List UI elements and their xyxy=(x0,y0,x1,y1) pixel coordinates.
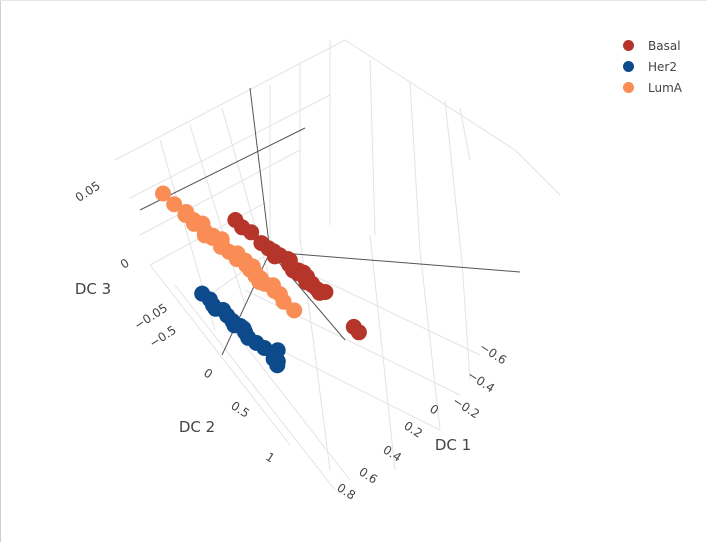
axis-title-x: DC 1 xyxy=(435,436,471,454)
data-point-luma[interactable] xyxy=(155,185,171,202)
legend-marker xyxy=(623,61,634,72)
legend-label: Basal xyxy=(648,38,681,53)
grid-line xyxy=(514,149,561,196)
data-point-luma[interactable] xyxy=(286,302,303,319)
tick-label-x: −0.4 xyxy=(465,368,497,396)
legend-item-her2[interactable]: Her2 xyxy=(623,56,682,77)
data-point-luma[interactable] xyxy=(229,245,246,262)
legend-label: LumA xyxy=(648,80,682,95)
data-point-basal[interactable] xyxy=(317,284,334,300)
tick-label-x: 0 xyxy=(427,402,441,418)
legend-label: Her2 xyxy=(648,59,677,74)
data-point-luma[interactable] xyxy=(251,274,268,290)
grid-line xyxy=(114,39,346,161)
top-border xyxy=(0,0,707,1)
grid-line xyxy=(189,124,246,306)
data-point-basal[interactable] xyxy=(299,268,315,285)
data-point-basal[interactable] xyxy=(243,224,260,241)
legend-item-basal[interactable]: Basal xyxy=(623,35,682,56)
grid-line xyxy=(369,59,376,236)
grid-line xyxy=(461,261,471,381)
data-point-luma[interactable] xyxy=(166,196,183,213)
axis-line xyxy=(269,251,521,273)
legend-marker xyxy=(623,82,634,93)
grid-line xyxy=(459,107,471,161)
tick-label-z: −0.5 xyxy=(147,323,179,351)
left-border xyxy=(0,0,1,542)
grid-line xyxy=(139,149,301,236)
tick-label-x: 0.6 xyxy=(356,465,380,487)
legend-item-luma[interactable]: LumA xyxy=(623,77,682,98)
grid-line xyxy=(444,99,463,263)
grid-line xyxy=(174,284,336,491)
data-point-her2[interactable] xyxy=(269,357,286,374)
data-point-her2[interactable] xyxy=(207,300,224,317)
tick-label-y: 0 xyxy=(201,366,215,382)
tick-label-x: 0.8 xyxy=(334,481,358,503)
data-point-luma[interactable] xyxy=(244,258,261,275)
data-point-luma[interactable] xyxy=(275,293,292,310)
axis-title-y: DC 2 xyxy=(179,418,215,436)
data-point-luma[interactable] xyxy=(196,227,213,244)
grid-line xyxy=(129,94,331,199)
tick-label-y: 1 xyxy=(263,450,277,466)
tick-label-z: 0.05 xyxy=(73,178,103,204)
tick-label-x: 0.4 xyxy=(380,443,404,465)
tick-label-x: 0.2 xyxy=(401,419,425,441)
axis-line xyxy=(249,87,271,253)
grid-line xyxy=(409,81,421,251)
grid-line xyxy=(369,234,396,471)
axis-title-z: DC 3 xyxy=(75,280,111,298)
grid-line xyxy=(149,264,291,446)
data-point-basal[interactable] xyxy=(285,262,301,279)
tick-label-z: 0 xyxy=(118,256,132,272)
tick-label-x: −0.2 xyxy=(450,394,482,422)
data-point-her2[interactable] xyxy=(256,340,273,356)
grid-line xyxy=(344,39,516,151)
legend: Basal Her2 LumA xyxy=(623,35,682,98)
tick-label-x: −0.6 xyxy=(477,340,509,368)
legend-marker xyxy=(623,40,634,51)
grid-line xyxy=(419,249,441,431)
tick-label-y: 0.5 xyxy=(228,399,252,421)
data-point-basal[interactable] xyxy=(266,248,283,265)
data-point-basal[interactable] xyxy=(350,324,367,341)
